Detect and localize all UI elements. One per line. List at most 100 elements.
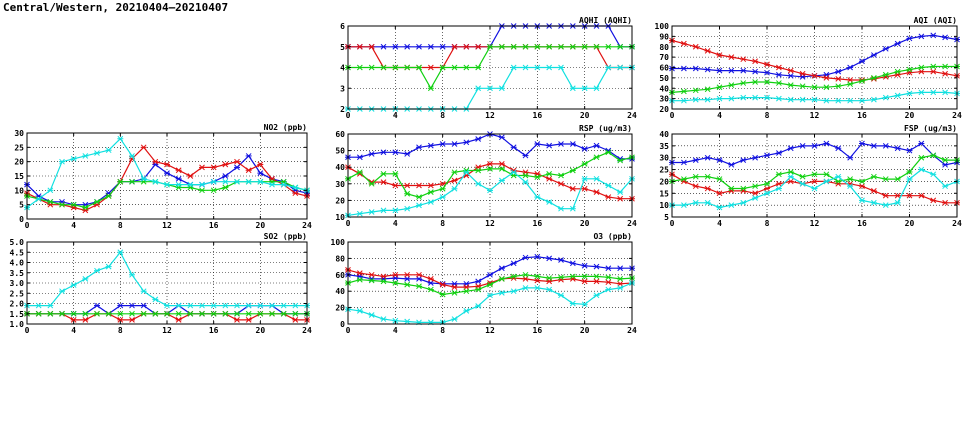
- blue-data-point: [416, 144, 422, 151]
- green-data-point: [704, 86, 711, 93]
- green-data-point: [847, 81, 854, 87]
- cyan-data-point: [368, 312, 375, 318]
- cyan-data-point: [498, 177, 505, 184]
- green-data-point: [558, 43, 564, 50]
- green-data-point: [740, 185, 747, 192]
- cyan-data-point: [82, 276, 89, 282]
- red-data-point: [199, 164, 205, 171]
- y-tick-label: 35: [659, 142, 669, 151]
- green-data-point: [35, 310, 42, 317]
- red-data-point: [942, 70, 949, 77]
- red-data-point: [569, 185, 576, 192]
- cyan-data-point: [870, 96, 877, 103]
- green-data-point: [894, 176, 901, 182]
- green-data-point: [199, 187, 205, 194]
- y-tick-label: 100: [331, 238, 346, 247]
- green-data-point: [164, 310, 170, 317]
- cyan-data-point: [368, 209, 375, 215]
- red-data-point: [870, 188, 877, 194]
- cyan-data-point: [292, 184, 299, 191]
- green-data-point: [368, 64, 375, 71]
- y-tick-label: 5: [19, 201, 24, 210]
- cyan-data-point: [799, 180, 806, 187]
- y-tick-label: 25: [659, 166, 669, 175]
- green-data-point: [105, 310, 112, 317]
- green-data-point: [534, 174, 541, 181]
- green-data-point: [475, 286, 482, 293]
- x-tick-label: 8: [440, 326, 445, 335]
- green-data-point: [427, 189, 434, 195]
- cyan-data-point: [105, 147, 112, 154]
- blue-data-point: [728, 161, 735, 168]
- blue-data-point: [427, 142, 434, 149]
- green-data-point: [292, 310, 299, 317]
- x-tick-label: 4: [71, 221, 76, 230]
- green-data-point: [859, 78, 865, 84]
- red-data-point: [245, 167, 252, 174]
- cyan-data-point: [534, 64, 541, 71]
- green-data-point: [427, 85, 434, 92]
- red-data-point: [380, 273, 387, 280]
- blue-data-point: [439, 43, 446, 50]
- red-data-point: [581, 278, 588, 285]
- blue-data-point: [942, 161, 949, 168]
- green-data-point: [740, 80, 747, 86]
- red-data-point: [894, 192, 901, 199]
- y-tick-label: 60: [659, 64, 669, 73]
- blue-data-point: [930, 32, 937, 39]
- cyan-data-point: [522, 64, 529, 71]
- blue-data-point: [522, 254, 529, 261]
- y-tick-label: 20: [335, 196, 345, 205]
- green-data-point: [799, 83, 806, 90]
- red-data-point: [823, 75, 830, 81]
- blue-data-point: [593, 263, 600, 270]
- cyan-data-point: [847, 97, 854, 104]
- red-data-point: [930, 68, 937, 75]
- green-data-point: [392, 280, 399, 286]
- blue-data-point: [847, 64, 854, 71]
- green-data-point: [245, 310, 252, 317]
- x-tick-label: 8: [440, 111, 445, 120]
- green-data-point: [498, 166, 505, 172]
- blue-data-point: [617, 265, 624, 272]
- red-data-point: [882, 192, 889, 199]
- cyan-data-point: [522, 179, 529, 185]
- green-data-point: [152, 310, 159, 317]
- red-data-point: [605, 279, 612, 286]
- red-data-point: [416, 182, 422, 189]
- green-data-point: [930, 152, 937, 159]
- green-data-point: [835, 83, 842, 90]
- green-data-point: [692, 87, 699, 94]
- cyan-data-point: [581, 85, 588, 92]
- green-data-point: [799, 173, 806, 180]
- cyan-data-point: [175, 302, 182, 309]
- y-tick-label: 1.0: [10, 320, 25, 329]
- green-data-point: [210, 187, 217, 194]
- cyan-data-point: [605, 182, 612, 189]
- cyan-data-point: [487, 187, 493, 194]
- red-data-point: [129, 317, 135, 323]
- cyan-data-point: [199, 302, 205, 309]
- cyan-data-point: [823, 97, 830, 104]
- y-tick-label: 25: [14, 143, 24, 152]
- green-data-point: [847, 176, 854, 182]
- y-tick-label: 10: [335, 213, 345, 222]
- y-tick-label: 100: [655, 22, 670, 31]
- blue-data-point: [522, 152, 529, 159]
- green-data-point: [764, 180, 770, 187]
- cyan-data-point: [534, 285, 541, 291]
- green-data-point: [70, 310, 77, 317]
- cyan-data-point: [498, 85, 505, 92]
- cyan-data-point: [439, 194, 446, 200]
- green-data-point: [59, 201, 65, 208]
- red-data-point: [752, 190, 759, 197]
- cyan-data-point: [569, 300, 576, 307]
- cyan-data-point: [617, 64, 624, 71]
- green-data-point: [210, 310, 217, 317]
- green-data-point: [692, 173, 699, 180]
- cyan-data-point: [882, 202, 889, 208]
- chart-title: AQI (AQI): [914, 16, 957, 25]
- green-data-point: [716, 176, 723, 182]
- x-tick-label: 4: [393, 326, 398, 335]
